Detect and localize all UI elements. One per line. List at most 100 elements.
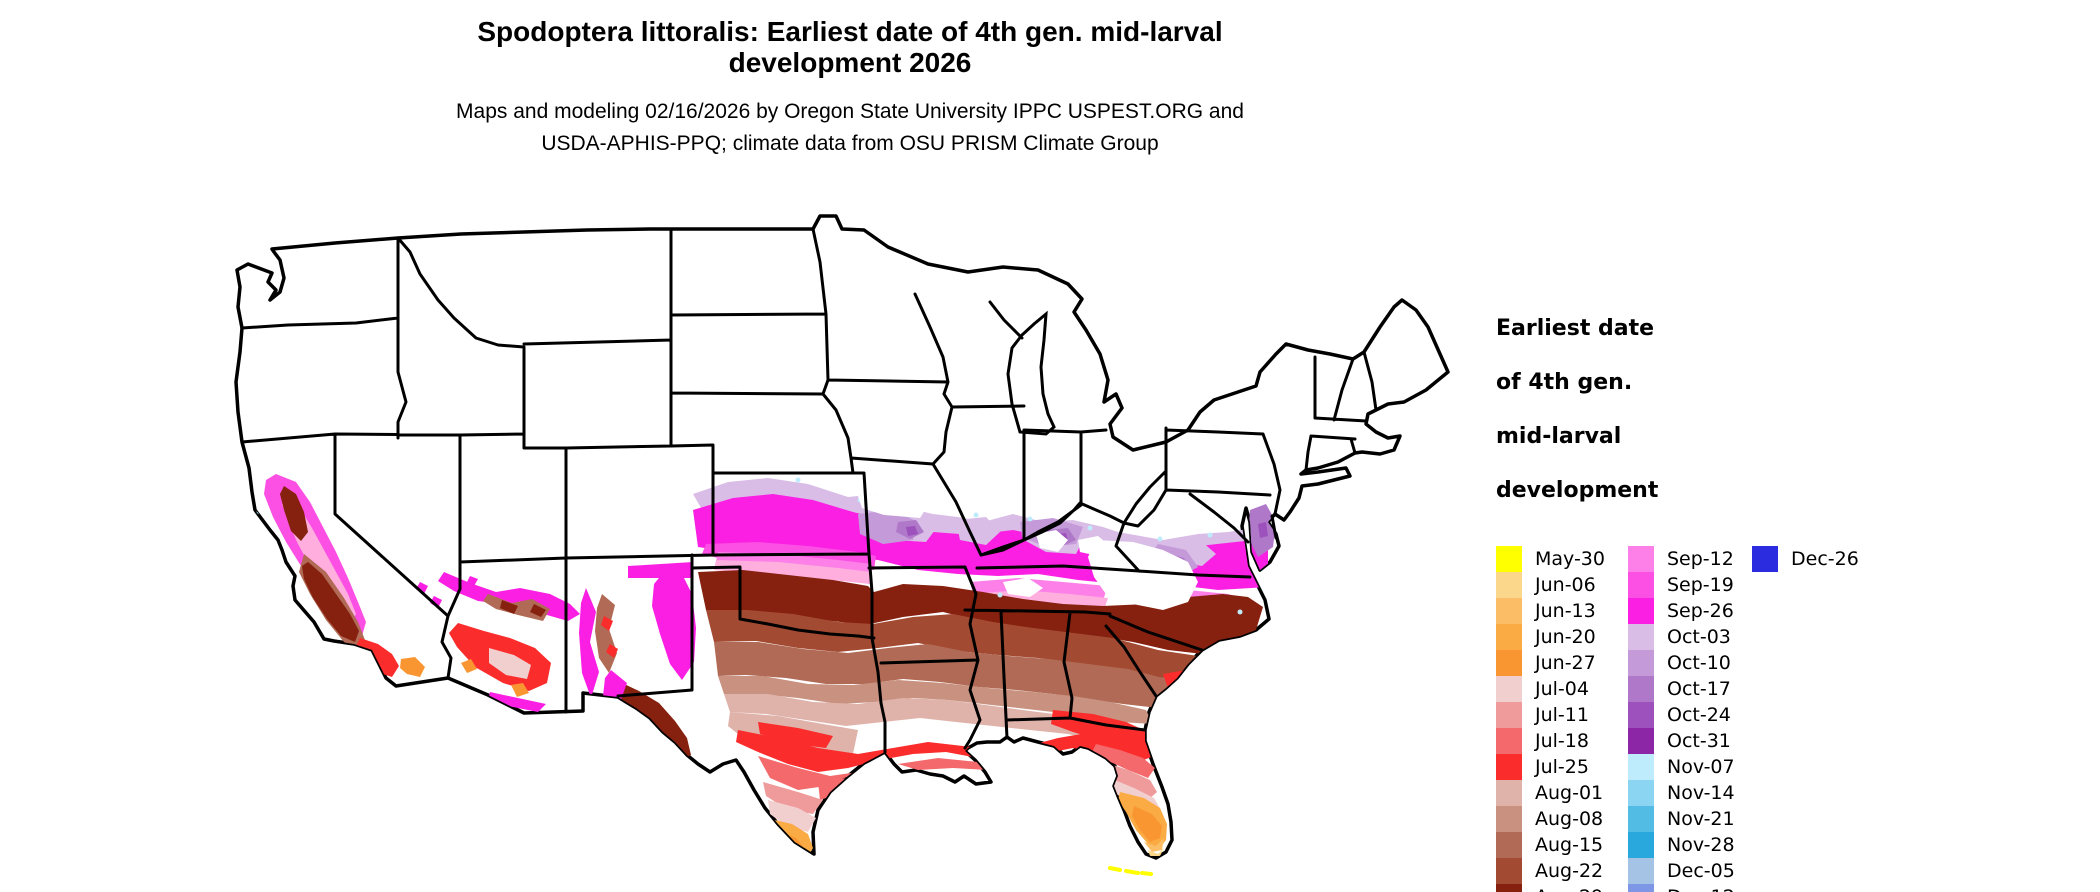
legend-swatch	[1496, 884, 1522, 892]
us-choropleth-map	[234, 214, 1450, 876]
legend-swatch	[1496, 754, 1522, 780]
legend-row: Aug-15	[1496, 832, 1605, 858]
legend-label: May-30	[1535, 548, 1605, 570]
legend-row: Jul-11	[1496, 702, 1605, 728]
legend-row: May-30	[1496, 546, 1605, 572]
legend-row: Dec-12	[1628, 884, 1735, 892]
page-title: Spodoptera littoralis: Earliest date of …	[0, 16, 1700, 78]
florida-keys-may30	[1108, 866, 1153, 876]
legend-swatch	[1496, 572, 1522, 598]
legend-row: Aug-29	[1496, 884, 1605, 892]
legend-label: Jun-06	[1535, 574, 1596, 596]
map-region-jun-27-imperial	[400, 657, 425, 677]
legend: Earliest date of 4th gen. mid-larval dev…	[1496, 288, 1976, 892]
map-region-jul-04-az	[489, 648, 531, 679]
legend-swatch	[1628, 780, 1654, 806]
legend-label: Nov-07	[1667, 756, 1735, 778]
legend-row: Jul-04	[1496, 676, 1605, 702]
legend-column-3: Dec-26	[1752, 546, 1859, 572]
legend-swatch	[1496, 702, 1522, 728]
map-region-sep-26-az-border	[488, 692, 546, 712]
legend-label: Jun-27	[1535, 652, 1596, 674]
map-region-sep-26-nv-2	[430, 596, 442, 608]
legend-label: Sep-26	[1667, 600, 1734, 622]
legend-row: Aug-01	[1496, 780, 1605, 806]
legend-label: Aug-22	[1535, 860, 1604, 882]
map-region-jun-06-fl-tip	[1148, 848, 1164, 856]
legend-row: Jul-25	[1496, 754, 1605, 780]
map-region-jul-25-texas-patch	[758, 722, 833, 748]
legend-row: Nov-28	[1628, 832, 1735, 858]
map-region-sep-26-nv-1	[416, 582, 428, 594]
legend-row: Jun-27	[1496, 650, 1605, 676]
legend-label: Dec-05	[1667, 860, 1735, 882]
legend-swatch	[1628, 858, 1654, 884]
legend-row: Jun-06	[1496, 572, 1605, 598]
map-region-jul-18-fl	[1092, 744, 1155, 778]
legend-row: Nov-07	[1628, 754, 1735, 780]
legend-row: Sep-19	[1628, 572, 1735, 598]
legend-title-line: development	[1496, 478, 1659, 503]
map-region-aug-01-band	[724, 694, 1143, 748]
map-region-sep-26-west-tx-fringe	[603, 670, 628, 743]
legend-swatch	[1496, 780, 1522, 806]
legend-swatch	[1496, 728, 1522, 754]
legend-row: Nov-21	[1628, 806, 1735, 832]
map-region-aug-29-band	[698, 570, 1263, 654]
legend-label: Aug-01	[1535, 782, 1604, 804]
map-region-jul-25-nm-2	[606, 644, 618, 658]
legend-row: Oct-31	[1628, 728, 1735, 754]
legend-swatch	[1628, 546, 1654, 572]
map-region-sep-26-ok-panhandle	[628, 562, 693, 578]
legend-label: Oct-10	[1667, 652, 1731, 674]
legend-column-2: Sep-12 Sep-19 Sep-26 Oct-03 Oct-10 Oct-17 Oct-…	[1628, 546, 1735, 892]
map-region-oct-24-speck-2	[1258, 522, 1268, 538]
map-region-jun-13-fl	[1144, 838, 1164, 852]
map-region-aug-29-ca-south-valley	[302, 562, 359, 642]
legend-label: Jun-20	[1535, 626, 1596, 648]
legend-swatch	[1628, 884, 1654, 892]
map-region-jul-25-ga-fl	[1051, 710, 1158, 756]
legend-label: Aug-08	[1535, 808, 1604, 830]
legend-swatch	[1628, 598, 1654, 624]
legend-label: Dec-12	[1667, 884, 1735, 892]
page-subtitle: Maps and modeling 02/16/2026 by Oregon S…	[0, 96, 1700, 160]
legend-row: Jun-20	[1496, 624, 1605, 650]
legend-title-line: Earliest date	[1496, 316, 1655, 341]
legend-label: Nov-21	[1667, 808, 1735, 830]
map-region-sep-26-nm-river	[579, 588, 599, 698]
legend-row: Dec-26	[1752, 546, 1859, 572]
map-region-aug-29-az-2	[530, 604, 546, 617]
legend-label: Oct-31	[1667, 730, 1731, 752]
legend-swatch	[1628, 754, 1654, 780]
map-hole-indiana	[1036, 530, 1068, 552]
map-hole-appalachia	[1088, 540, 1198, 610]
legend-title-line: of 4th gen.	[1496, 370, 1633, 395]
legend-swatch	[1496, 546, 1522, 572]
map-region-sep-26-nm-edge	[652, 567, 696, 680]
legend-row: Aug-08	[1496, 806, 1605, 832]
map-region-jul-25-socal	[355, 638, 399, 677]
legend-label: Jul-25	[1535, 756, 1589, 778]
legend-row: Sep-12	[1628, 546, 1735, 572]
legend-row: Jun-13	[1496, 598, 1605, 624]
legend-swatch	[1496, 624, 1522, 650]
legend-row: Oct-03	[1628, 624, 1735, 650]
map-hole-tennessee	[1003, 578, 1043, 597]
legend-row: Oct-10	[1628, 650, 1735, 676]
legend-label: Aug-29	[1535, 884, 1603, 892]
legend-title: Earliest date of 4th gen. mid-larval dev…	[1496, 288, 1976, 531]
map-region-aug-15-band	[714, 642, 1198, 708]
lake-michigan	[1006, 310, 1056, 436]
legend-label: Oct-17	[1667, 678, 1731, 700]
legend-swatch	[1628, 702, 1654, 728]
legend-label: Jul-04	[1535, 678, 1589, 700]
map-region-aug-08-band	[718, 676, 1153, 724]
map-region-sep-05-strip-ks	[714, 560, 872, 584]
legend-swatch	[1496, 832, 1522, 858]
map-region-jun-27-fl	[1132, 806, 1162, 842]
legend-entries: May-30 Jun-06 Jun-13 Jun-20 Jun-27 Jul-04 Jul-…	[1496, 546, 1976, 892]
map-hole-north-missouri	[858, 492, 930, 518]
subtitle-line-2: USDA-APHIS-PPQ; climate data from OSU PR…	[541, 132, 1159, 155]
